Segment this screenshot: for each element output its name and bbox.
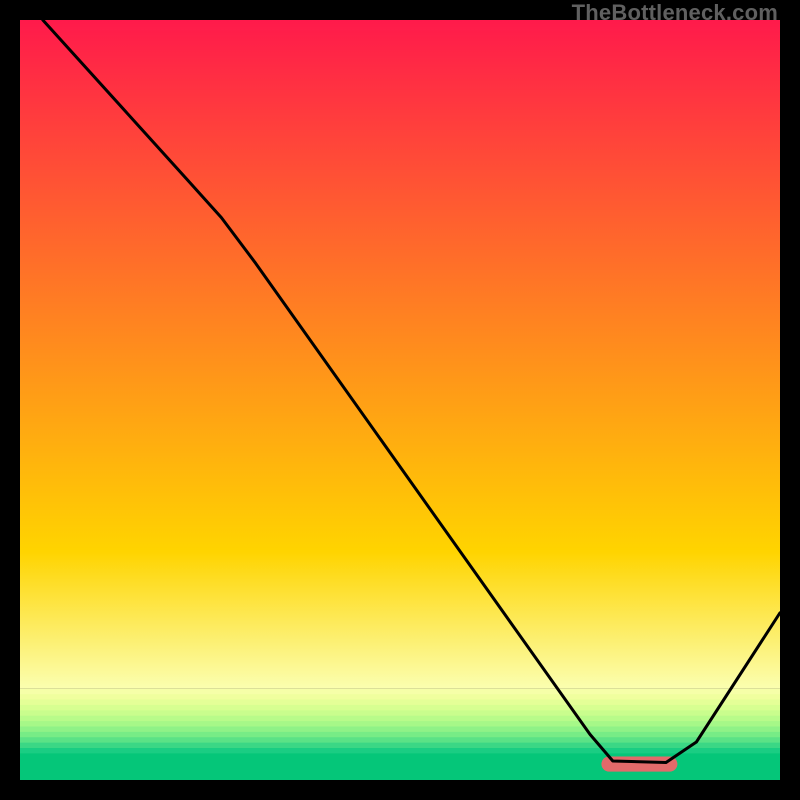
plot-area xyxy=(20,20,780,780)
chart-canvas xyxy=(20,20,780,780)
chart-frame: TheBottleneck.com xyxy=(0,0,800,800)
chart-background xyxy=(20,20,780,780)
